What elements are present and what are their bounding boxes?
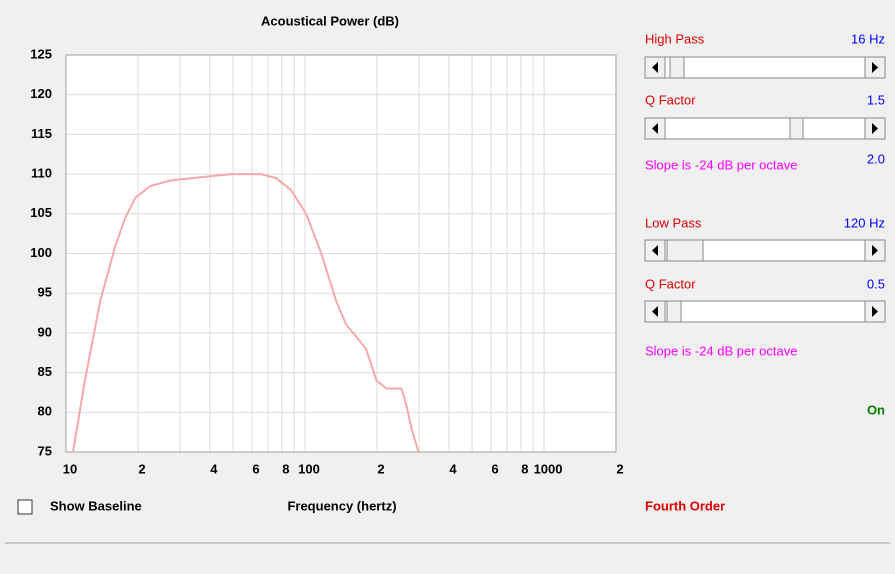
x-tick-label: 2 bbox=[616, 461, 623, 476]
scrollbar[interactable] bbox=[644, 56, 886, 79]
scrollbar[interactable] bbox=[644, 117, 886, 140]
y-tick-label: 100 bbox=[30, 245, 52, 260]
slope-text: Slope is -24 dB per octave bbox=[645, 343, 797, 358]
x-tick-label: 100 bbox=[298, 461, 320, 476]
x-tick-label: 6 bbox=[252, 461, 259, 476]
q-factor-value: 0.5 bbox=[867, 276, 885, 291]
chart-title: Acoustical Power (dB) bbox=[261, 13, 399, 28]
q-factor-label: Q Factor bbox=[645, 92, 696, 107]
y-tick-label: 85 bbox=[38, 364, 52, 379]
checkbox[interactable] bbox=[17, 499, 33, 515]
low-pass-value: 120 Hz bbox=[844, 215, 885, 230]
q-factor-value: 1.5 bbox=[867, 92, 885, 107]
x-tick-label: 2 bbox=[138, 461, 145, 476]
slope-value: 2.0 bbox=[867, 151, 885, 166]
y-tick-label: 115 bbox=[31, 126, 52, 141]
order-label: Fourth Order bbox=[645, 498, 725, 513]
status: On bbox=[867, 402, 885, 417]
y-tick-label: 80 bbox=[38, 404, 52, 419]
y-tick-label: 90 bbox=[38, 324, 52, 339]
x-tick-label: 4 bbox=[210, 461, 218, 476]
scrollbar[interactable] bbox=[644, 239, 886, 262]
checkbox-label[interactable]: Show Baseline bbox=[50, 498, 142, 513]
y-tick-label: 95 bbox=[38, 285, 52, 300]
y-tick-label: 120 bbox=[30, 86, 52, 101]
y-tick-label: 125 bbox=[30, 46, 52, 61]
line bbox=[72, 173, 420, 453]
x-tick-label: 8 bbox=[282, 461, 289, 476]
q-factor-label: Q Factor bbox=[645, 276, 696, 291]
x-tick-label: 6 bbox=[491, 461, 498, 476]
y-tick-label: 105 bbox=[30, 205, 52, 220]
y-tick-label: 75 bbox=[38, 443, 52, 458]
low-pass-label: Low Pass bbox=[645, 215, 702, 230]
slope-text: Slope is -24 dB per octave bbox=[645, 157, 797, 172]
x-tick-label: 1000 bbox=[534, 461, 563, 476]
x-tick-label: 8 bbox=[521, 461, 528, 476]
x-tick-label: 4 bbox=[449, 461, 457, 476]
y-tick-label: 110 bbox=[31, 166, 52, 181]
x-tick-label: 10 bbox=[63, 461, 77, 476]
x-tick-label: 2 bbox=[377, 461, 384, 476]
x-axis-label: Frequency (hertz) bbox=[287, 498, 396, 513]
plot-border bbox=[65, 54, 617, 453]
scrollbar[interactable] bbox=[644, 300, 886, 323]
high-pass-label: High Pass bbox=[645, 31, 705, 46]
high-pass-value: 16 Hz bbox=[851, 31, 885, 46]
